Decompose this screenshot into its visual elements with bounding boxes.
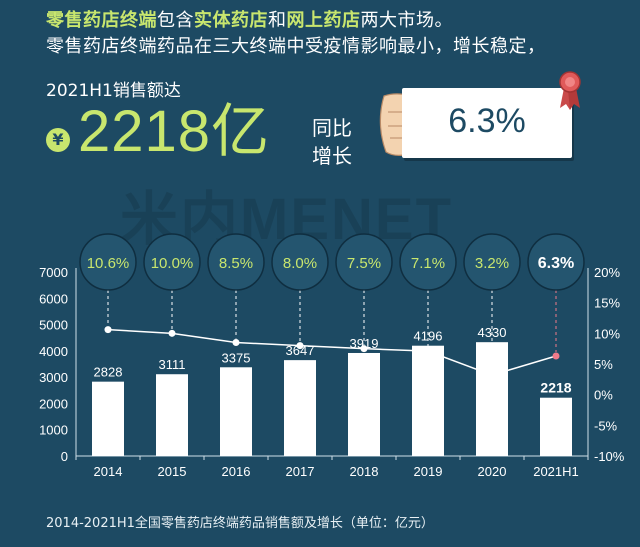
growth-point bbox=[552, 352, 560, 360]
sales-big-number: 2218亿 bbox=[78, 99, 271, 164]
y-right-tick-label: -10% bbox=[594, 449, 625, 464]
yoy-card-value: 6.3% bbox=[448, 102, 526, 140]
y-left-tick-label: 6000 bbox=[39, 291, 68, 306]
growth-bubble bbox=[463, 233, 521, 291]
bar-value-label: 3111 bbox=[159, 357, 186, 372]
bar-value-label: 3375 bbox=[222, 350, 251, 365]
bar-2018 bbox=[348, 352, 380, 456]
growth-bubble bbox=[143, 233, 201, 291]
bar-value-label: 2828 bbox=[94, 365, 123, 380]
header-text-3: 两大市场。 bbox=[360, 10, 453, 31]
header-line-1: 零售药店终端包含实体药店和网上药店两大市场。 bbox=[46, 6, 453, 32]
growth-bubble bbox=[527, 233, 585, 291]
y-right-tick-label: -5% bbox=[594, 418, 618, 433]
x-tick-label: 2018 bbox=[350, 464, 379, 479]
y-left-tick-label: 4000 bbox=[39, 344, 68, 359]
x-tick-label: 2020 bbox=[478, 464, 507, 479]
y-right-tick-label: 10% bbox=[594, 326, 620, 341]
bar-value-label: 4196 bbox=[414, 329, 443, 344]
growth-bubble bbox=[79, 233, 137, 291]
highlight-online-pharmacy: 网上药店 bbox=[286, 10, 361, 31]
bar-value-label: 3647 bbox=[286, 343, 315, 358]
header-text-1: 包含 bbox=[157, 10, 194, 31]
growth-point bbox=[168, 329, 176, 337]
bar-value-label: 3919 bbox=[350, 336, 379, 351]
growth-point bbox=[296, 342, 304, 350]
growth-point bbox=[104, 326, 112, 334]
x-tick-label: 2015 bbox=[158, 464, 187, 479]
x-tick-label: 2021H1 bbox=[533, 464, 579, 479]
header-line-2: 零售药店终端药品在三大终端中受疫情影响最小，增长稳定， bbox=[46, 36, 546, 57]
growth-rate-label: 8.0% bbox=[283, 255, 317, 272]
growth-bubble bbox=[271, 233, 329, 291]
growth-rate-label: 3.2% bbox=[475, 255, 509, 272]
y-left-tick-label: 0 bbox=[61, 449, 68, 464]
yoy-label-line-1: 同比 bbox=[312, 116, 352, 140]
x-tick-label: 2017 bbox=[286, 464, 315, 479]
bar-2016 bbox=[220, 367, 252, 456]
yoy-label-line-2: 增长 bbox=[312, 144, 352, 168]
bar-value-label: 2218 bbox=[540, 380, 571, 396]
bar-2019 bbox=[412, 345, 444, 456]
growth-bubble bbox=[335, 233, 393, 291]
header-text-2: 和 bbox=[268, 10, 287, 31]
growth-line bbox=[107, 328, 557, 376]
growth-point bbox=[232, 339, 240, 347]
y-right-tick-label: 20% bbox=[594, 265, 620, 280]
bar-2020 bbox=[476, 342, 508, 456]
growth-point bbox=[360, 345, 368, 353]
bar-2021H1 bbox=[540, 397, 572, 456]
y-right-tick-label: 5% bbox=[594, 357, 613, 372]
bar-2014 bbox=[92, 381, 124, 456]
growth-point bbox=[424, 347, 432, 355]
y-left-tick-label: 1000 bbox=[39, 423, 68, 438]
x-tick-label: 2014 bbox=[94, 464, 123, 479]
y-right-tick-label: 15% bbox=[594, 296, 620, 311]
y-left-tick-label: 3000 bbox=[39, 370, 68, 385]
ribbon-badge-icon bbox=[559, 71, 581, 110]
bar-2015 bbox=[156, 374, 188, 456]
y-left-tick-label: 2000 bbox=[39, 396, 68, 411]
bar-2017 bbox=[284, 360, 316, 456]
growth-rate-label: 10.6% bbox=[87, 255, 130, 272]
growth-rate-label: 8.5% bbox=[219, 255, 253, 272]
growth-rate-label: 10.0% bbox=[151, 255, 194, 272]
x-tick-label: 2016 bbox=[222, 464, 251, 479]
x-tick-label: 2019 bbox=[414, 464, 443, 479]
growth-rate-label: 7.5% bbox=[347, 255, 381, 272]
growth-rate-label: 7.1% bbox=[411, 255, 445, 272]
y-left-tick-label: 7000 bbox=[39, 265, 68, 280]
growth-rate-label: 6.3% bbox=[538, 255, 574, 272]
sales-label: 2021H1销售额达 bbox=[46, 81, 181, 101]
y-right-tick-label: 0% bbox=[594, 388, 613, 403]
growth-bubble bbox=[207, 233, 265, 291]
highlight-physical-pharmacy: 实体药店 bbox=[194, 10, 268, 31]
yoy-card: 6.3% bbox=[402, 88, 572, 158]
highlight-retail-terminal: 零售药店终端 bbox=[46, 10, 157, 31]
yen-icon: ¥ bbox=[46, 128, 70, 152]
growth-point bbox=[488, 371, 496, 379]
y-left-tick-label: 5000 bbox=[39, 318, 68, 333]
growth-bubble bbox=[399, 233, 457, 291]
chart-footnote: 2014-2021H1全国零售药店终端药品销售额及增长（单位：亿元） bbox=[46, 516, 434, 531]
